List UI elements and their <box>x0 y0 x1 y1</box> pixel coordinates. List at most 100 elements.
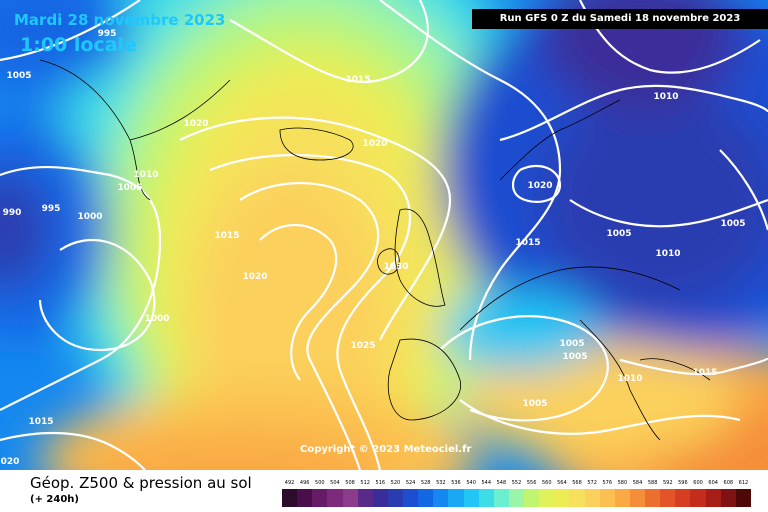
legend-swatch <box>508 489 524 507</box>
legend-swatch <box>629 489 645 507</box>
legend-label: 540 <box>466 480 476 486</box>
pressure-label: 1005 <box>720 219 746 229</box>
pressure-label: 1020 <box>183 119 209 129</box>
weather-map: Mardi 28 novembre 2023 1:00 locale Run G… <box>0 0 768 470</box>
legend-swatch <box>463 489 479 507</box>
pressure-label: 1005 <box>6 71 32 81</box>
legend-label: 496 <box>299 480 310 486</box>
legend-label: 508 <box>345 480 355 486</box>
legend-swatch <box>539 489 555 507</box>
map-footer: Géop. Z500 & pression au sol (+ 240h) 49… <box>0 470 768 512</box>
legend-label: 596 <box>678 480 688 486</box>
pressure-label: 1010 <box>133 170 159 180</box>
legend-label: 528 <box>420 480 431 486</box>
legend-label: 512 <box>360 480 370 486</box>
legend-swatch <box>720 489 736 507</box>
legend-label: 600 <box>693 480 703 486</box>
legend-swatch <box>387 489 403 507</box>
legend-label: 504 <box>330 480 340 486</box>
legend-label: 544 <box>481 480 491 486</box>
legend-label: 552 <box>511 480 522 486</box>
geopotential-field <box>0 0 768 470</box>
pressure-label: 1010 <box>653 92 679 102</box>
pressure-label: 1020 <box>242 272 268 282</box>
legend-label: 492 <box>284 480 295 486</box>
legend-label: 564 <box>557 480 567 486</box>
legend-label: 588 <box>647 480 658 486</box>
legend-labels: 492 496 500 504 508 512 516 520 524 528 532 536 540 5… <box>282 480 751 490</box>
color-legend <box>282 489 751 507</box>
local-time: 1:00 locale <box>20 34 137 56</box>
legend-swatch <box>660 489 676 507</box>
legend-label: 548 <box>496 480 507 486</box>
copyright-notice: Copyright © 2023 Meteociel.fr <box>300 444 472 455</box>
legend-swatch <box>705 489 721 507</box>
pressure-label: 1000 <box>144 314 170 324</box>
pressure-label: 1010 <box>617 374 643 384</box>
legend-swatch <box>327 489 343 507</box>
legend-label: 592 <box>663 480 673 486</box>
pressure-label: 1005 <box>117 183 143 193</box>
pressure-label: 1005 <box>559 339 585 349</box>
pressure-label: 1015 <box>515 238 541 248</box>
legend-label: 568 <box>572 480 582 486</box>
pressure-label: 1025 <box>350 341 376 351</box>
pressure-label: 1005 <box>522 399 548 409</box>
pressure-label: 1015 <box>692 368 718 378</box>
legend-swatch <box>599 489 615 507</box>
legend-swatch <box>554 489 570 507</box>
pressure-label: 1010 <box>655 249 681 259</box>
legend-swatch <box>614 489 630 507</box>
legend-swatch <box>645 489 661 507</box>
legend-label: 604 <box>708 480 718 486</box>
pressure-label: 1015 <box>214 231 240 241</box>
legend-label: 556 <box>526 480 537 486</box>
pressure-label: 1020 <box>362 139 388 149</box>
run-info-banner: Run GFS 0 Z du Samedi 18 novembre 2023 <box>472 9 768 29</box>
legend-swatch <box>418 489 434 507</box>
pressure-label: 1015 <box>345 75 371 85</box>
legend-swatch <box>690 489 706 507</box>
legend-swatch <box>478 489 494 507</box>
legend-label: 576 <box>602 480 613 486</box>
pressure-label: 995 <box>41 204 61 214</box>
pressure-label: 1005 <box>562 352 588 362</box>
legend-swatch <box>569 489 585 507</box>
legend-label: 536 <box>451 480 461 486</box>
legend-label: 560 <box>541 480 552 486</box>
map-title: Géop. Z500 & pression au sol <box>30 474 252 492</box>
legend-swatch <box>493 489 509 507</box>
pressure-label: 1030 <box>383 262 409 272</box>
legend-swatch <box>433 489 449 507</box>
pressure-label: 020 <box>0 457 20 467</box>
pressure-label: 1015 <box>28 417 54 427</box>
pressure-label: 1005 <box>606 229 632 239</box>
pressure-label: 990 <box>2 208 22 218</box>
legend-swatch <box>297 489 313 507</box>
legend-swatch <box>675 489 691 507</box>
legend-swatch <box>312 489 328 507</box>
legend-label: 572 <box>587 480 597 486</box>
legend-swatch <box>735 489 751 507</box>
legend-label: 516 <box>375 480 386 486</box>
legend-label: 520 <box>390 480 401 486</box>
pressure-label: 995 <box>97 29 117 39</box>
legend-swatch <box>403 489 419 507</box>
legend-swatch <box>372 489 388 507</box>
legend-label: 584 <box>632 480 643 486</box>
pressure-label: 1000 <box>77 212 103 222</box>
legend-swatch <box>357 489 373 507</box>
legend-swatch <box>342 489 358 507</box>
legend-swatch <box>584 489 600 507</box>
legend-label: 500 <box>315 480 325 486</box>
legend-swatch <box>282 489 298 507</box>
legend-swatch <box>448 489 464 507</box>
legend-label: 608 <box>723 480 734 486</box>
legend-label: 580 <box>617 480 628 486</box>
legend-label: 532 <box>436 480 446 486</box>
legend-label: 612 <box>738 480 749 486</box>
legend-swatch <box>524 489 540 507</box>
forecast-range: (+ 240h) <box>30 494 79 505</box>
forecast-date: Mardi 28 novembre 2023 <box>14 11 226 29</box>
legend-label: 524 <box>405 480 416 486</box>
